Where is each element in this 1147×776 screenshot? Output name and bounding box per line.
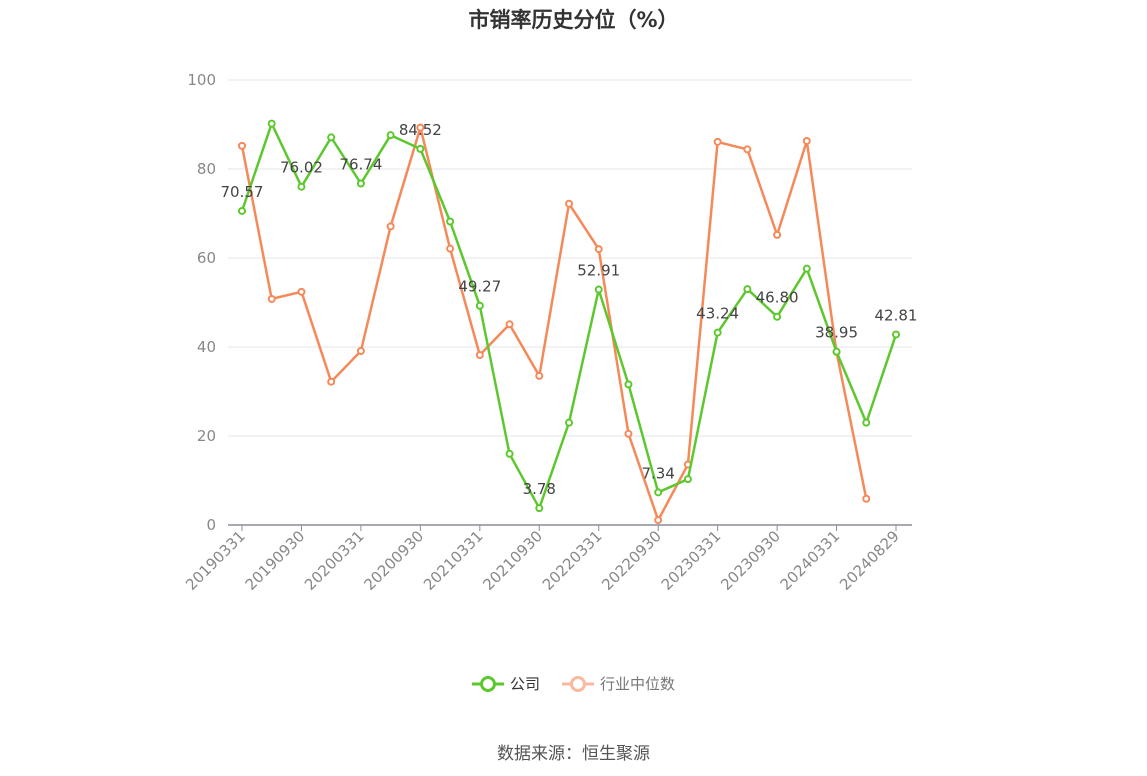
x-tick-label: 20210331 [420,527,487,594]
x-tick-label: 20230930 [717,527,784,594]
x-tick-label: 20220331 [539,527,606,594]
data-point-industry-median [594,245,603,254]
data-point-industry-median [862,494,871,503]
data-label: 84.52 [399,121,442,139]
data-point-company [832,347,841,356]
data-point-industry-median [713,137,722,146]
data-point-company [327,133,336,142]
source-note: 数据来源：恒生聚源 [497,744,650,764]
y-tick-label: 100 [187,71,216,89]
data-point-company [654,488,663,497]
data-point-industry-median [297,287,306,296]
data-point-industry-median [356,347,365,356]
legend-swatch-industry-median [562,675,594,692]
y-tick-label: 80 [197,160,216,178]
legend: 公司 行业中位数 [0,673,1147,694]
legend-label-industry-median: 行业中位数 [600,675,676,693]
data-point-industry-median [327,377,336,386]
chart-title: 市销率历史分位（%） [468,8,679,32]
legend-swatch-company [471,675,504,692]
data-point-industry-median [535,371,544,380]
data-point-company [743,285,752,294]
x-tick-label: 20200930 [360,527,427,594]
x-tick-label: 20190930 [242,527,309,594]
data-point-company [475,301,484,310]
data-point-company [773,312,782,321]
data-point-company [683,475,692,484]
data-label: 43.24 [696,305,739,323]
data-point-industry-median [802,136,811,145]
data-point-company [565,418,573,427]
data-point-industry-median [505,320,514,329]
data-point-industry-median [654,516,663,525]
series-line-industry-median [240,126,868,522]
data-point-company [238,206,246,215]
data-label: 46.80 [756,289,799,307]
data-point-company [802,264,811,273]
data-point-company [713,328,722,337]
data-label: 42.81 [875,306,918,324]
y-tick-label: 40 [197,338,216,356]
legend-label-company: 公司 [509,675,540,693]
data-label: 49.27 [458,278,501,296]
y-tick-label: 0 [206,516,216,534]
y-tick-label: 60 [197,249,216,267]
data-point-company [446,217,455,226]
x-tick-label: 20240829 [836,527,903,594]
data-point-company [892,330,900,339]
data-label: 76.74 [339,156,382,174]
data-point-company [267,119,276,128]
data-label: 3.78 [523,480,556,498]
data-point-company [535,504,544,513]
data-point-company [862,418,871,427]
y-tick-label: 20 [197,427,216,445]
data-point-industry-median [267,294,276,303]
data-point-industry-median [416,123,425,132]
legend-item-industry-median[interactable]: 行业中位数 [562,673,675,694]
data-label: 7.34 [641,464,674,482]
x-tick-label: 20210930 [479,527,546,594]
data-point-industry-median [624,429,633,438]
data-point-company [505,449,514,458]
data-point-industry-median [475,351,484,360]
data-point-industry-median [565,199,573,208]
data-point-industry-median [743,145,752,154]
data-point-industry-median [238,141,246,150]
x-tick-label: 20200331 [301,527,368,594]
data-point-company [594,285,603,294]
legend-item-company[interactable]: 公司 [471,673,540,694]
x-tick-label: 20190331 [182,527,249,594]
data-point-industry-median [386,222,395,231]
series-line-company [240,122,898,510]
data-point-industry-median [773,230,782,239]
data-label: 70.57 [221,183,264,201]
data-label: 52.91 [577,262,620,280]
x-tick-label: 20220930 [598,527,665,594]
data-point-company [624,380,633,389]
series-company [238,119,900,513]
data-point-industry-median [446,244,455,253]
data-point-company [356,179,365,188]
data-point-company [386,131,395,140]
data-point-company [416,144,425,153]
x-tick-label: 20230331 [658,527,725,594]
data-label: 38.95 [815,324,858,342]
x-tick-label: 20240331 [777,527,844,594]
data-label: 76.02 [280,159,323,177]
data-point-company [297,182,306,191]
